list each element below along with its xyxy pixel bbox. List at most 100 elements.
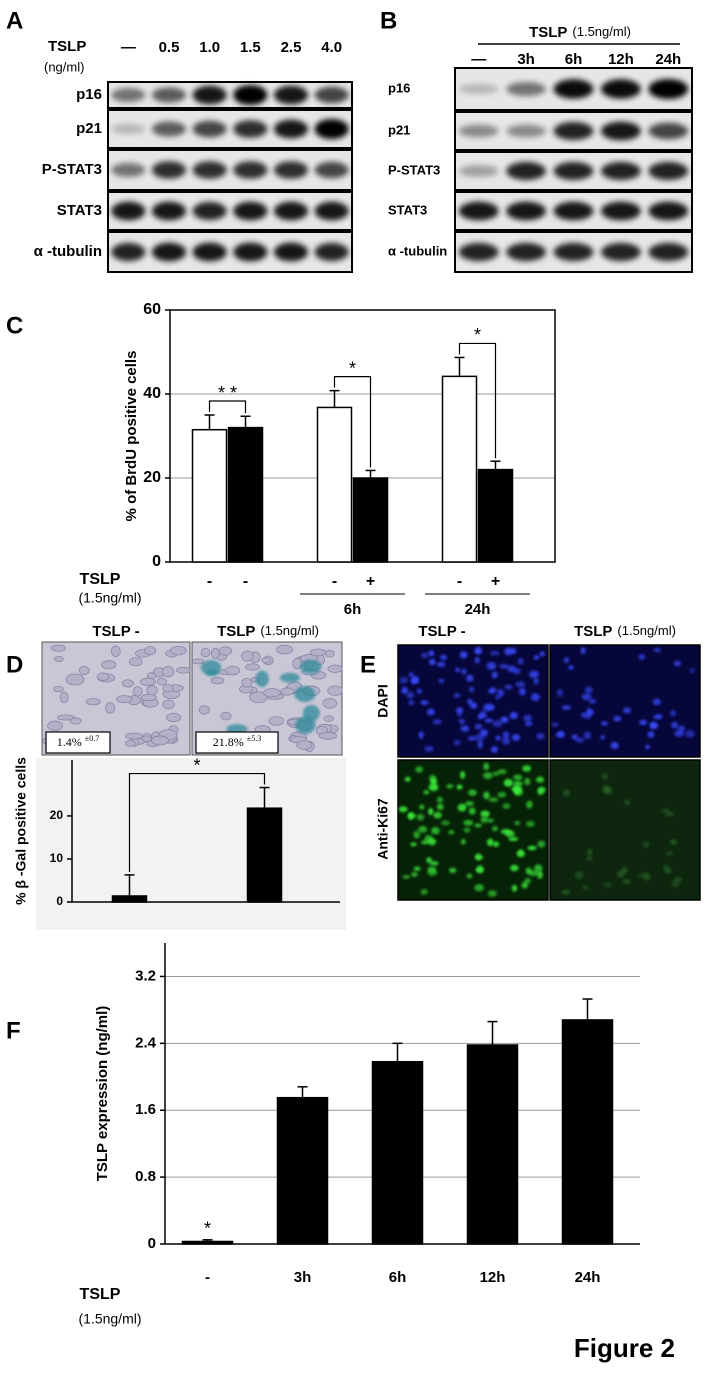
- nucleus: [399, 677, 409, 684]
- cell: [105, 702, 116, 714]
- treatment-unit: (ng/ml): [44, 59, 84, 74]
- nucleus: [496, 688, 505, 697]
- nucleus: [677, 725, 686, 732]
- nucleus: [453, 693, 461, 698]
- nucleus: [415, 766, 424, 773]
- nucleus: [424, 745, 434, 752]
- nucleus: [524, 778, 531, 786]
- cell: [324, 650, 335, 658]
- nucleus: [502, 731, 510, 739]
- nucleus: [513, 774, 523, 781]
- nucleus: [453, 739, 461, 746]
- cell: [327, 664, 343, 673]
- nucleus: [487, 890, 497, 897]
- nucleus: [428, 658, 436, 666]
- nucleus: [428, 650, 435, 657]
- bar: [352, 477, 389, 563]
- nucleus: [567, 665, 575, 670]
- cell: [116, 695, 133, 704]
- nucleus: [669, 839, 678, 845]
- nucleus: [474, 656, 480, 664]
- nucleus: [408, 672, 415, 678]
- cell: [323, 715, 335, 722]
- blot-band: [111, 123, 146, 135]
- bar: [466, 1044, 519, 1245]
- percentage-box: [195, 731, 279, 754]
- nucleus: [491, 746, 498, 754]
- blot-band: [151, 87, 187, 103]
- nucleus: [467, 736, 477, 741]
- panel-label: A: [6, 7, 23, 34]
- blot-band: [233, 161, 268, 179]
- nucleus: [521, 881, 529, 889]
- cell: [327, 685, 343, 696]
- treatment-unit: (1.5ng/ml): [78, 1311, 141, 1327]
- nucleus: [404, 776, 411, 782]
- nucleus: [511, 733, 521, 741]
- row-label: p21: [388, 122, 410, 137]
- nucleus: [600, 735, 606, 740]
- nucleus: [431, 826, 440, 835]
- nucleus: [458, 718, 466, 725]
- blot-band: [600, 161, 641, 181]
- treatment-unit: (1.5ng/ml): [78, 590, 141, 606]
- nucleus: [467, 698, 473, 705]
- nucleus: [561, 705, 572, 710]
- significance-bracket: [333, 376, 372, 468]
- nucleus: [533, 655, 540, 660]
- y-tick-label: 2.4: [135, 1034, 157, 1051]
- nucleus: [514, 820, 521, 826]
- y-tick-label: 0: [56, 894, 63, 908]
- nucleus: [459, 651, 468, 659]
- cell: [170, 645, 187, 656]
- nucleus: [474, 723, 483, 730]
- cell: [141, 735, 152, 743]
- significance-mark: *: [474, 325, 481, 345]
- nucleus: [457, 803, 467, 812]
- nucleus: [526, 820, 535, 827]
- significance-bracket: [208, 400, 247, 414]
- cell: [78, 665, 90, 676]
- bar: [191, 428, 228, 563]
- blot-band: [458, 124, 499, 138]
- cell: [241, 650, 254, 662]
- nucleus: [410, 678, 418, 684]
- nucleus: [601, 773, 608, 780]
- blot-band: [192, 161, 227, 179]
- stained-cell: [294, 686, 316, 702]
- blot-band: [314, 161, 349, 179]
- nucleus: [440, 654, 448, 661]
- nucleus: [536, 776, 545, 783]
- nucleus: [622, 707, 632, 714]
- cell: [218, 646, 233, 656]
- cell: [198, 705, 210, 715]
- stained-cell: [299, 659, 322, 674]
- nucleus: [419, 804, 425, 810]
- nucleus: [616, 870, 625, 878]
- percentage-value: 1.4%: [57, 735, 82, 749]
- nucleus: [420, 700, 429, 705]
- nucleus: [446, 784, 454, 789]
- cell: [47, 720, 64, 731]
- nucleus: [661, 808, 670, 814]
- y-tick-label: 40: [143, 385, 161, 402]
- cell: [144, 646, 157, 656]
- nucleus: [416, 813, 425, 821]
- nucleus: [505, 830, 515, 838]
- y-tick-label: 0: [152, 553, 161, 570]
- nucleus: [638, 653, 646, 660]
- nucleus: [456, 707, 464, 714]
- blot-box: [107, 231, 353, 273]
- blot-band: [314, 242, 349, 262]
- nucleus: [486, 662, 497, 670]
- nucleus: [600, 721, 609, 726]
- blot-band: [233, 201, 268, 221]
- nucleus: [538, 786, 546, 794]
- nucleus: [408, 700, 414, 706]
- nucleus: [480, 816, 489, 823]
- nucleus: [491, 671, 498, 679]
- blot-band: [273, 242, 309, 262]
- fluorescence-image: [549, 759, 701, 901]
- nucleus: [427, 838, 437, 846]
